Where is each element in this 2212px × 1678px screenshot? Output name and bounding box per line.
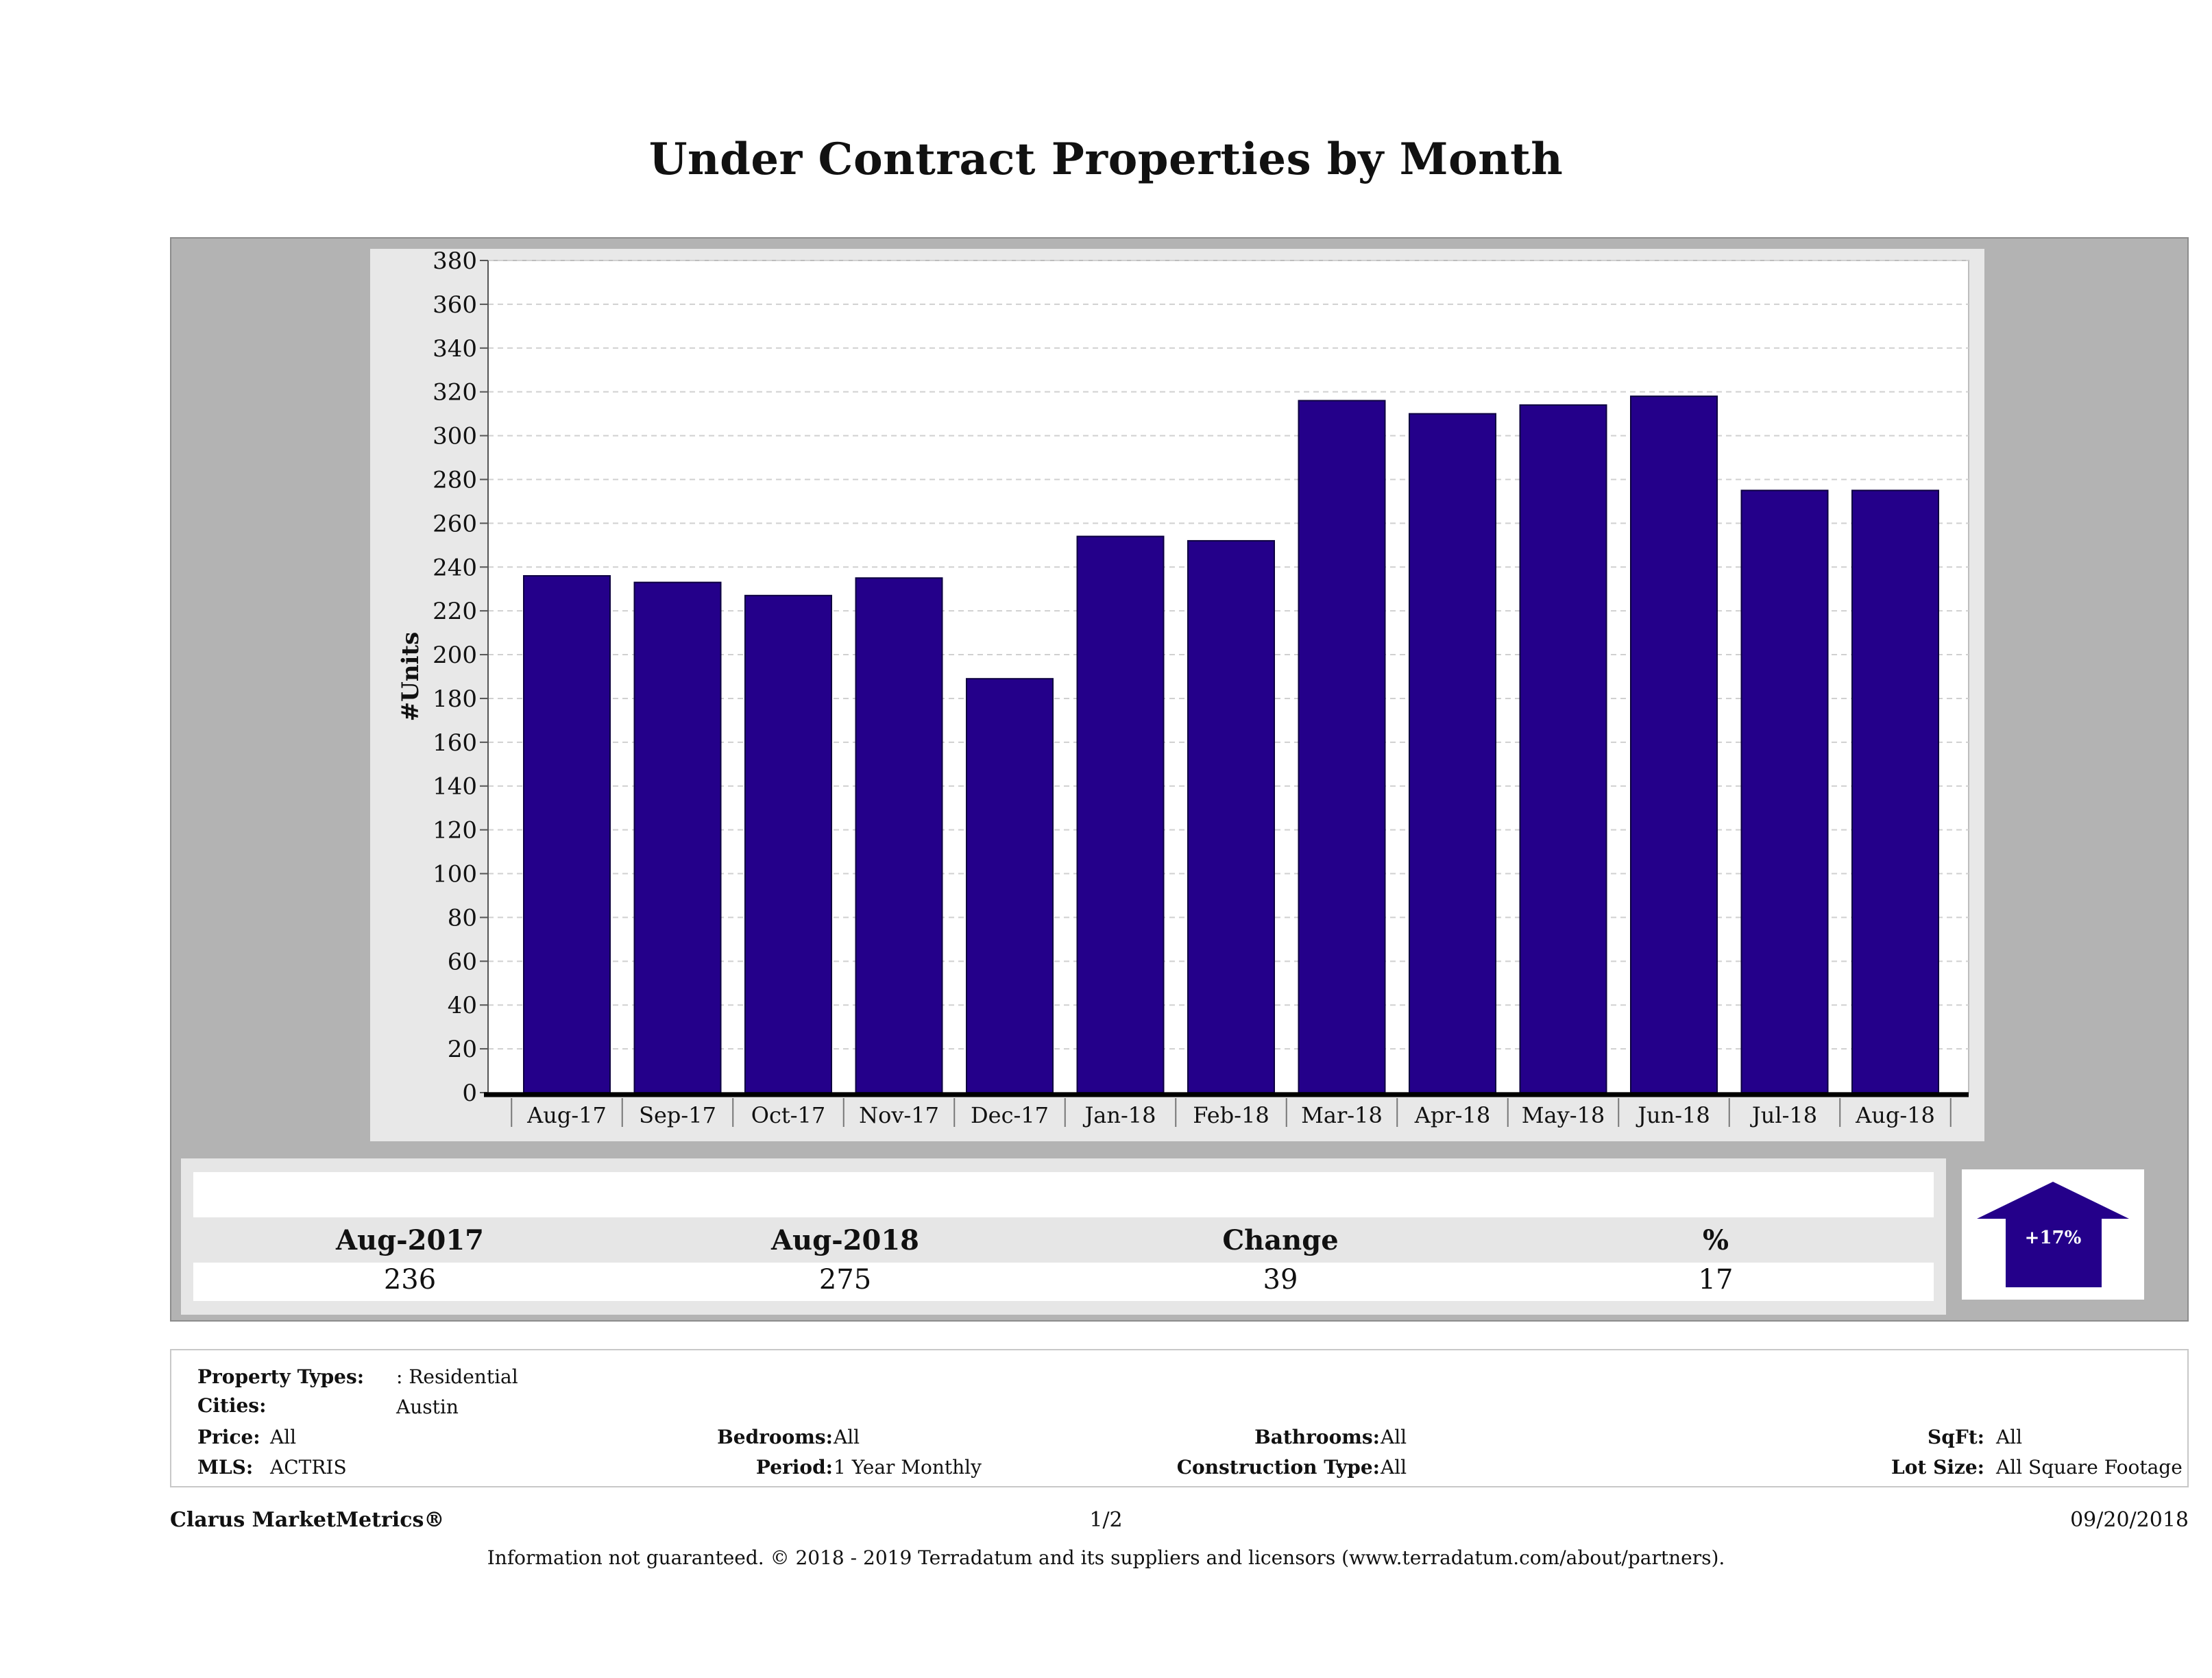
y-tick-label: 320	[433, 379, 477, 406]
property-types-value: : Residential	[396, 1365, 518, 1388]
x-tick-label: Mar-18	[1301, 1102, 1383, 1128]
x-tick-label: Sep-17	[639, 1102, 716, 1128]
x-tick-label: Jan-18	[1082, 1102, 1156, 1128]
x-tick-label: Jul-18	[1750, 1102, 1817, 1128]
summary-value-row	[193, 1263, 1934, 1301]
cities-label: Cities:	[197, 1394, 267, 1417]
y-tick-label: 0	[462, 1080, 477, 1107]
brand-name: Clarus MarketMetrics®	[170, 1508, 445, 1532]
x-tick-label: Nov-17	[859, 1102, 939, 1128]
bathrooms-label: Bathrooms:	[1254, 1426, 1380, 1448]
bar	[1298, 400, 1386, 1093]
mls-label: MLS:	[197, 1456, 254, 1479]
price-value: All	[270, 1426, 297, 1448]
bar	[1740, 489, 1829, 1093]
y-tick-label: 160	[433, 729, 477, 757]
bar	[1630, 396, 1718, 1093]
bar-chart: 0 20 40 60 80 100 120 140 160 180 200 220 240 260 280 3…	[397, 247, 1969, 1128]
summary-header-change: Change	[1222, 1224, 1339, 1256]
bar	[1409, 413, 1496, 1093]
bar	[1519, 404, 1607, 1093]
period-label: Period:	[755, 1456, 833, 1479]
bar	[1076, 535, 1165, 1093]
bar	[855, 577, 943, 1093]
bar	[633, 581, 722, 1093]
bedrooms-value: All	[834, 1426, 860, 1448]
mls-value: ACTRIS	[270, 1456, 347, 1479]
x-tick-label: Aug-18	[1855, 1102, 1935, 1128]
bathrooms-value: All	[1381, 1426, 1407, 1448]
arrow-label: +17%	[2025, 1228, 2082, 1248]
y-tick-label: 180	[433, 685, 477, 713]
y-tick-label: 200	[433, 642, 477, 669]
change-arrow-box: +17%	[1962, 1169, 2144, 1300]
lot-size-value: All Square Footage	[1996, 1456, 2183, 1479]
sqft-label: SqFt:	[1928, 1426, 1984, 1448]
y-tick-label: 240	[433, 554, 477, 581]
y-tick-label: 260	[433, 510, 477, 537]
page-number: 1/2	[1089, 1508, 1123, 1532]
bar	[744, 594, 832, 1093]
period-value: 1 Year Monthly	[834, 1456, 982, 1479]
summary-value-end: 275	[818, 1264, 872, 1296]
y-tick-label: 20	[448, 1036, 477, 1063]
y-tick-label: 80	[448, 904, 477, 932]
construction-type-label: Construction Type:	[1176, 1456, 1380, 1479]
lot-size-label: Lot Size:	[1891, 1456, 1984, 1479]
bar	[966, 678, 1054, 1093]
y-tick-label: 220	[433, 598, 477, 625]
x-tick-label: Feb-18	[1193, 1102, 1269, 1128]
x-tick-label: Jun-18	[1636, 1102, 1710, 1128]
bedrooms-label: Bedrooms:	[717, 1426, 833, 1448]
chart-title: Under Contract Properties by Month	[648, 134, 1564, 185]
report-date: 09/20/2018	[2070, 1508, 2189, 1532]
summary-header-start: Aug-2017	[335, 1224, 484, 1256]
y-tick-label: 140	[433, 773, 477, 801]
price-label: Price:	[197, 1426, 260, 1448]
y-axis-label: #Units	[397, 632, 424, 722]
property-types-label: Property Types:	[197, 1365, 365, 1388]
construction-type-value: All	[1381, 1456, 1407, 1479]
y-tick-label: 280	[433, 466, 477, 494]
bar	[523, 575, 611, 1093]
summary-value-change: 39	[1263, 1264, 1298, 1296]
summary-blank-row	[193, 1172, 1934, 1217]
bar	[1187, 539, 1275, 1093]
up-arrow-icon: +17%	[1977, 1182, 2129, 1287]
x-tick-label: Apr-18	[1414, 1102, 1490, 1128]
summary-table: Aug-2017 Aug-2018 Change % 236 275 39 17	[181, 1158, 1946, 1315]
y-tick-label: 380	[433, 247, 477, 275]
y-tick-label: 360	[433, 291, 477, 319]
y-tick-label: 300	[433, 423, 477, 450]
summary-header-percent: %	[1702, 1224, 1729, 1256]
x-tick-label: Aug-17	[526, 1102, 607, 1128]
y-tick-label: 340	[433, 335, 477, 363]
summary-value-start: 236	[383, 1264, 437, 1296]
y-tick-label: 120	[433, 817, 477, 844]
criteria-box: Property Types: : Residential Cities: Au…	[170, 1349, 2189, 1487]
bar	[1851, 489, 1939, 1093]
y-tick-label: 100	[433, 861, 477, 888]
summary-header-end: Aug-2018	[770, 1224, 919, 1256]
sqft-value: All	[1996, 1426, 2023, 1448]
summary-value-percent: 17	[1698, 1264, 1734, 1296]
y-tick-label: 40	[448, 992, 477, 1019]
disclaimer: Information not guaranteed. © 2018 - 201…	[487, 1546, 1725, 1569]
x-tick-label: Oct-17	[751, 1102, 826, 1128]
x-tick-label: May-18	[1522, 1102, 1605, 1128]
x-tick-label: Dec-17	[971, 1102, 1049, 1128]
cities-value: Austin	[396, 1396, 459, 1418]
y-tick-label: 60	[448, 948, 477, 975]
